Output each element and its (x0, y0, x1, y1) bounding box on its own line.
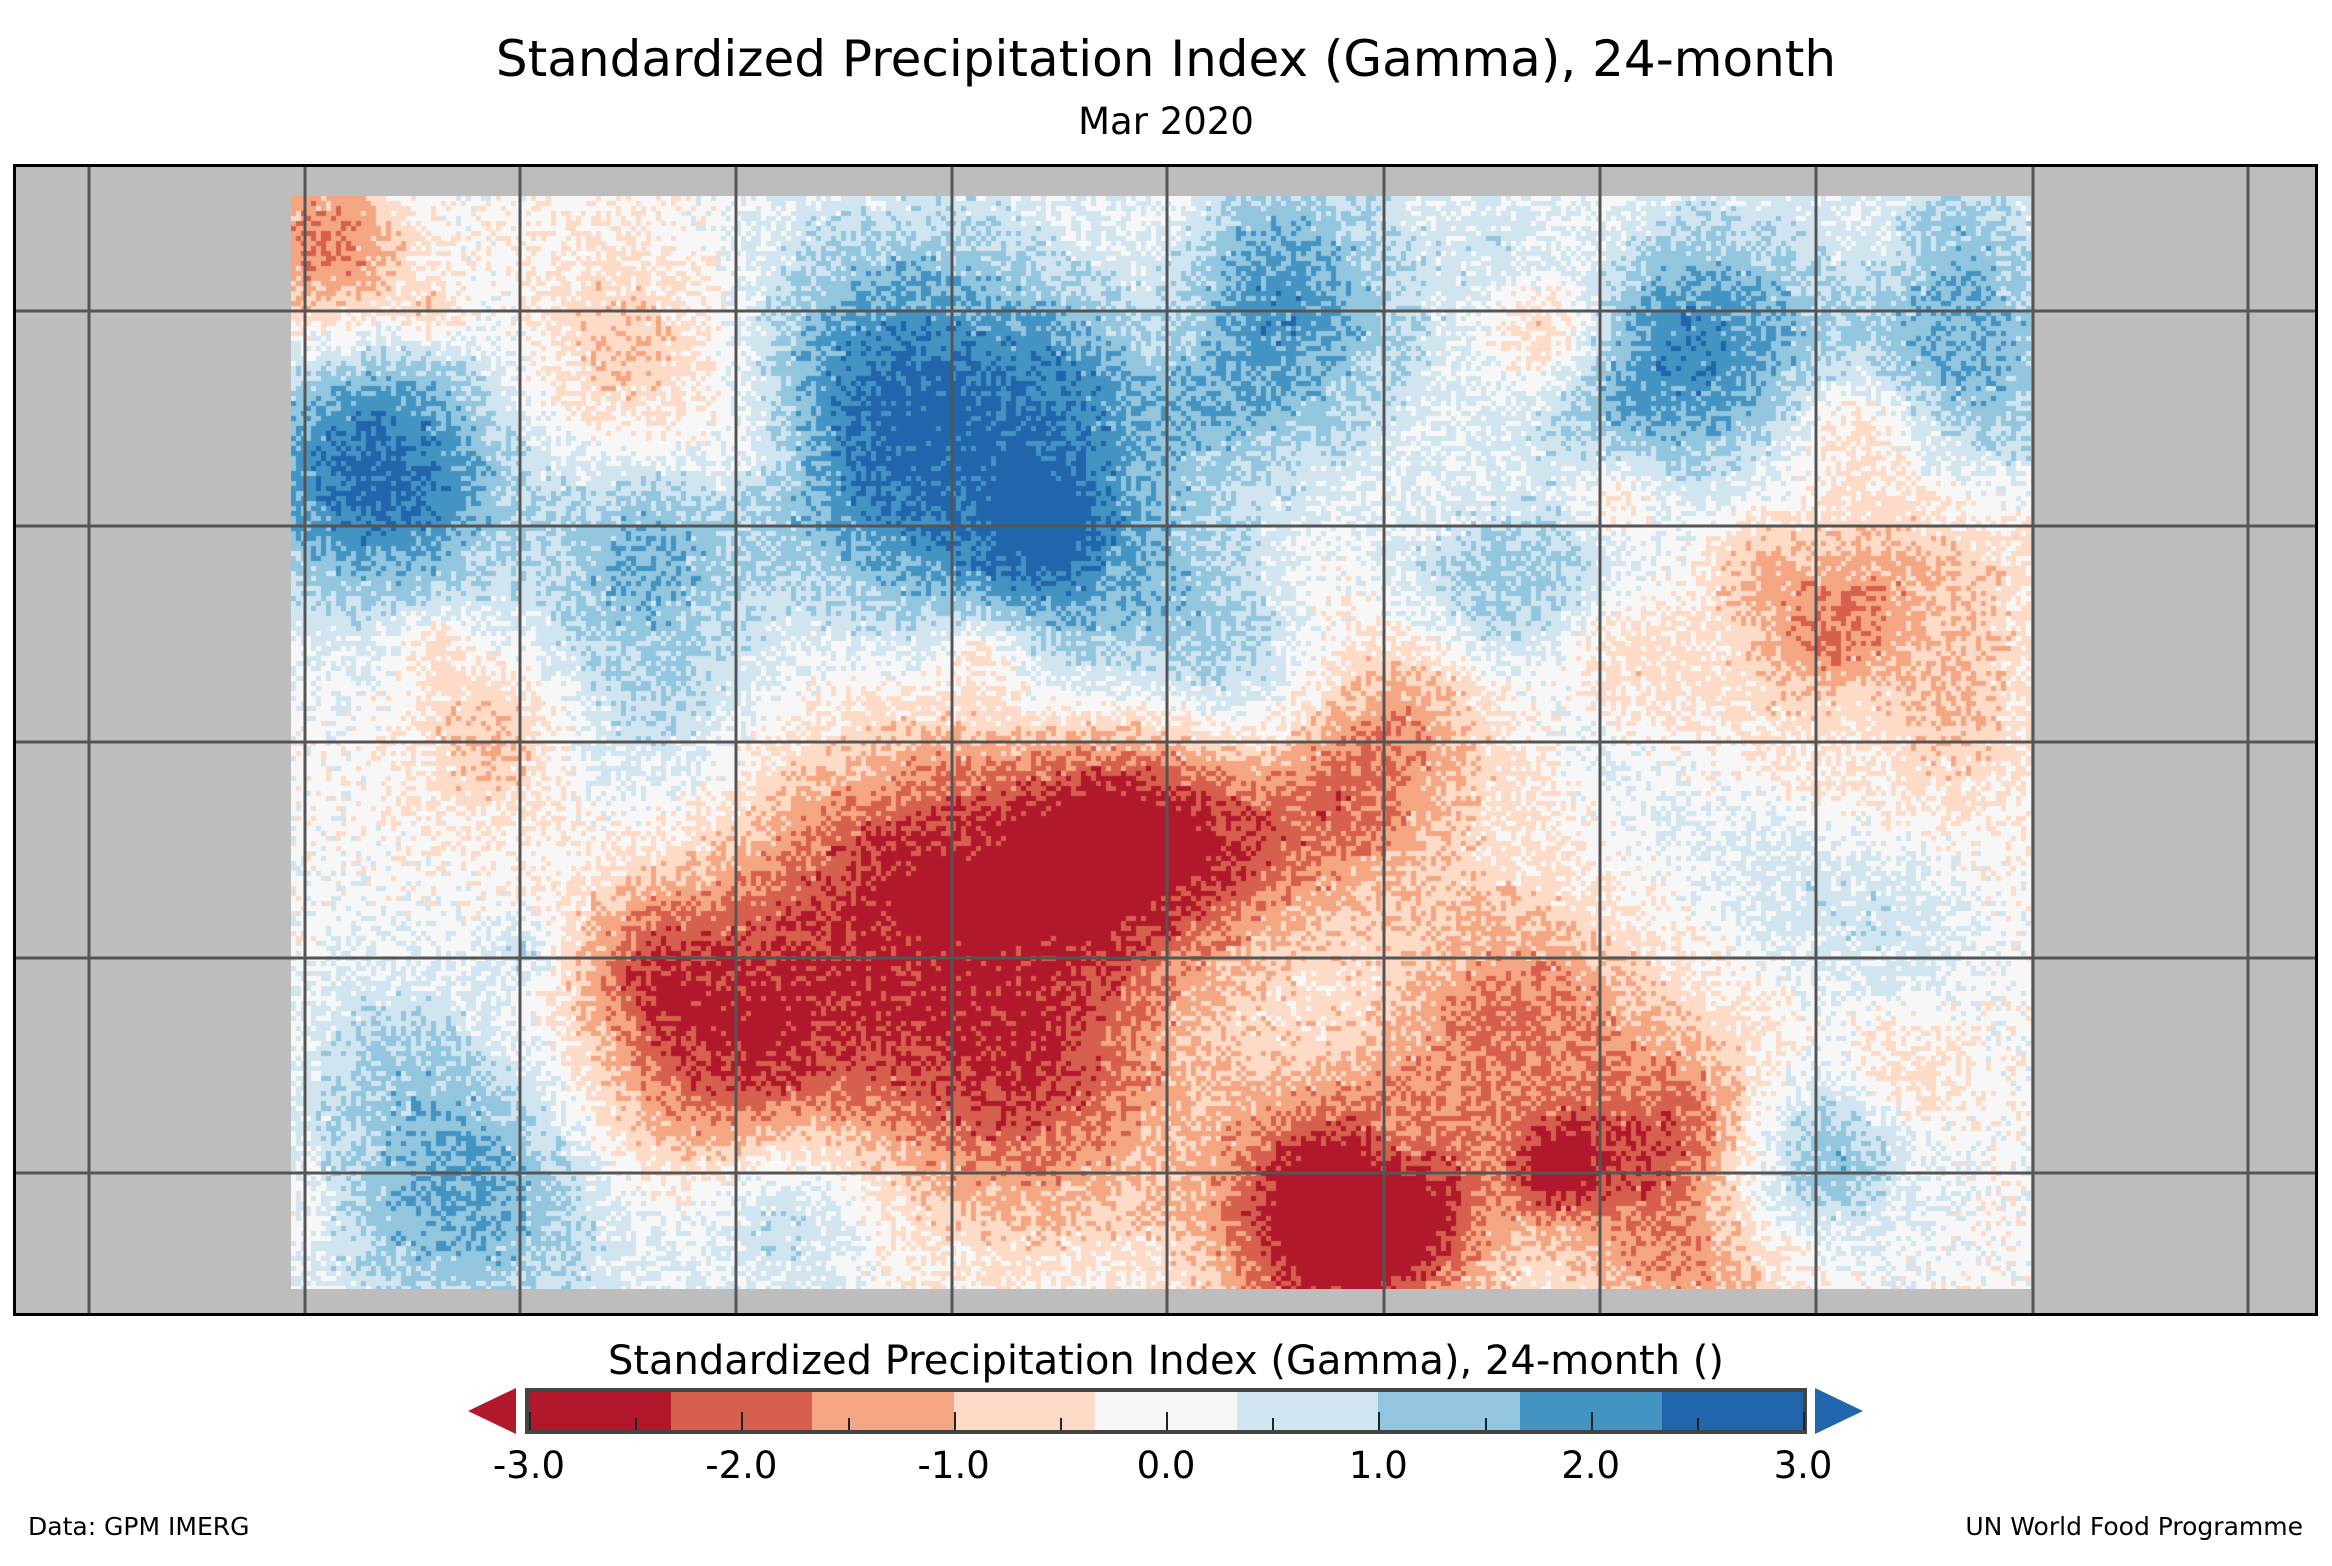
map-subtitle: Mar 2020 (1078, 100, 1254, 143)
colorbar-major-tick (1166, 1412, 1168, 1430)
colorbar-major-tick (1378, 1412, 1381, 1430)
colorbar-tick-label: -1.0 (917, 1444, 990, 1487)
colorbar-minor-tick (1696, 1418, 1699, 1430)
colorbar-extend-high (1815, 1388, 1863, 1434)
colorbar-tick-label: 1.0 (1348, 1444, 1408, 1487)
colorbar-bin-3 (953, 1392, 1096, 1430)
colorbar-bin-5 (1236, 1392, 1379, 1430)
colorbar-minor-tick (1272, 1418, 1275, 1430)
colorbar-major-tick (953, 1412, 956, 1430)
map-panel (13, 164, 2318, 1316)
graticule (16, 167, 2315, 1313)
colorbar-major-tick (1590, 1412, 1593, 1430)
colorbar-minor-tick (635, 1418, 638, 1430)
colorbar-minor-tick (1059, 1418, 1062, 1430)
data-source: Data: GPM IMERG (28, 1512, 250, 1541)
colorbar-bin-6 (1378, 1392, 1520, 1430)
colorbar-minor-tick (1484, 1418, 1487, 1430)
colorbar-bin-2 (812, 1392, 954, 1430)
colorbar-bin-8 (1661, 1392, 1804, 1430)
colorbar-tick-label: 2.0 (1561, 1444, 1621, 1487)
colorbar-major-tick (1803, 1412, 1805, 1430)
colorbar-label: Standardized Precipitation Index (Gamma)… (607, 1338, 1725, 1384)
colorbar-major-tick (529, 1412, 531, 1430)
colorbar-tick-label: -3.0 (492, 1444, 566, 1487)
colorbar-tick-label: 3.0 (1773, 1444, 1833, 1487)
colorbar-minor-tick (847, 1418, 850, 1430)
colorbar-extend-low (468, 1388, 516, 1434)
colorbar-major-tick (741, 1412, 744, 1430)
colorbar (525, 1388, 1807, 1434)
map-title: Standardized Precipitation Index (Gamma)… (495, 30, 1837, 88)
colorbar-bin-0 (529, 1392, 671, 1430)
colorbar-tick-label: -2.0 (705, 1444, 778, 1487)
colorbar-tick-label: 0.0 (1136, 1444, 1196, 1487)
attribution: UN World Food Programme (1965, 1512, 2303, 1541)
